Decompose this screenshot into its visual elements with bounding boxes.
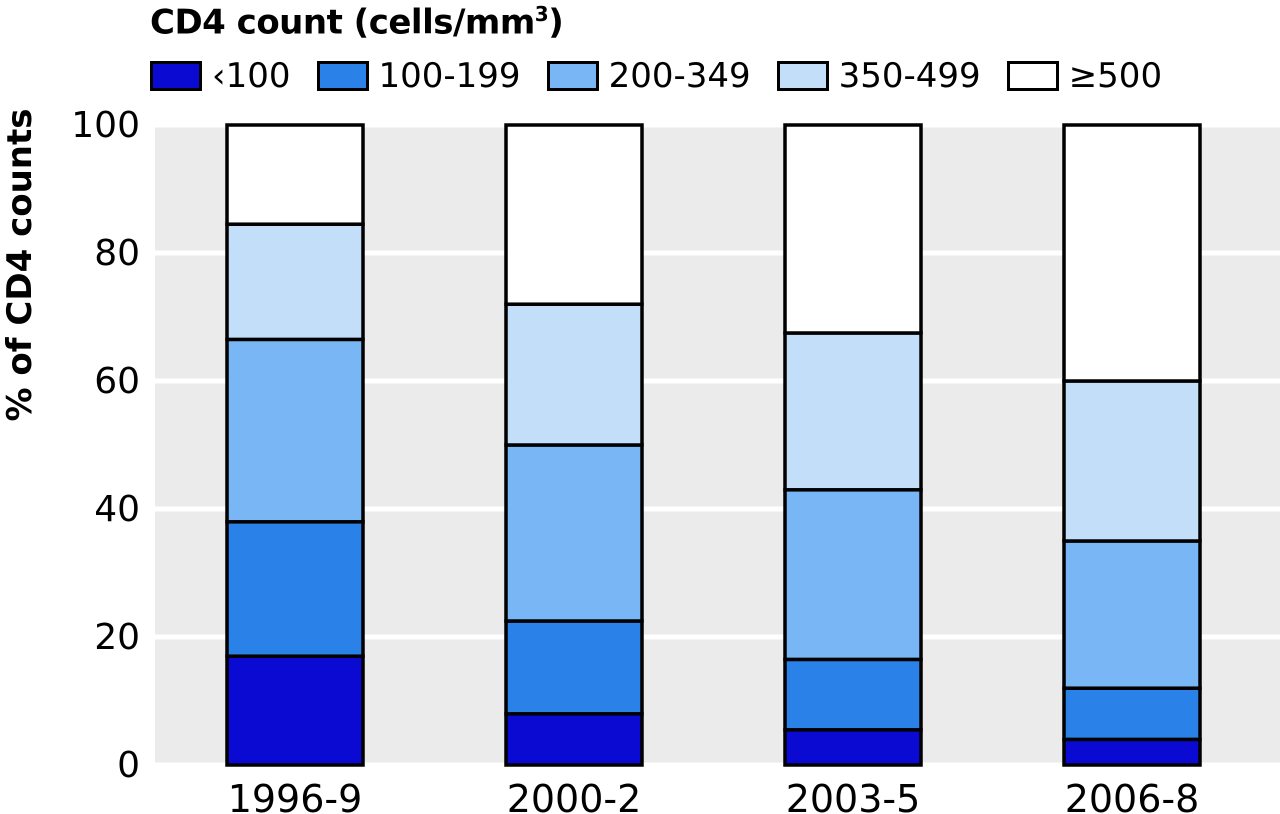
bar-segment [225,654,365,767]
y-tick-label: 60 [94,361,140,402]
bar-segment [504,712,644,767]
bar-segment [225,123,365,226]
y-tick-label: 80 [94,233,140,274]
bar-segment [783,331,923,492]
bar-segment [225,337,365,524]
y-tick-label: 100 [71,105,140,146]
bar-segment [1062,123,1202,383]
bar-segment [783,488,923,662]
legend-item: 100-199 [316,56,521,96]
x-tick-label: 2006-8 [1065,777,1200,814]
legend-title: CD4 count (cells/mm3) [150,2,564,43]
bar-segment [225,520,365,658]
legend-swatch [316,61,369,91]
bar-segment [783,728,923,767]
legend-item: 200-349 [546,56,751,96]
bar-segment [783,123,923,335]
legend-label: ‹100 [212,56,291,96]
bar-segment [225,222,365,342]
bar-segment [504,443,644,623]
legend-swatch [546,61,599,91]
legend-swatch [1006,61,1059,91]
bar-segment [504,302,644,447]
bar-segment [1062,379,1202,543]
x-tick-label: 1996-9 [228,777,363,814]
bar-segment [504,123,644,306]
legend-item: 350-499 [776,56,981,96]
legend-swatch [776,61,829,91]
legend-label: 350-499 [838,56,981,96]
y-tick-label: 0 [117,745,140,786]
bar-segment [783,657,923,732]
legend-item: ≥500 [1006,56,1163,96]
bar-segment [1062,539,1202,690]
x-tick-label: 2000-2 [507,777,642,814]
legend: ‹100 100-199 200-349 350-499 ≥500 [150,56,1188,96]
legend-label: 200-349 [608,56,751,96]
legend-item: ‹100 [150,56,291,96]
y-tick-label: 20 [94,617,140,658]
bar-segment [1062,737,1202,767]
x-tick-label: 2003-5 [786,777,921,814]
legend-label: 100-199 [378,56,521,96]
bar-segment [1062,686,1202,742]
bar-segment [504,619,644,716]
y-tick-label: 40 [94,489,140,530]
legend-label: ≥500 [1068,56,1163,96]
legend-swatch [150,61,202,91]
